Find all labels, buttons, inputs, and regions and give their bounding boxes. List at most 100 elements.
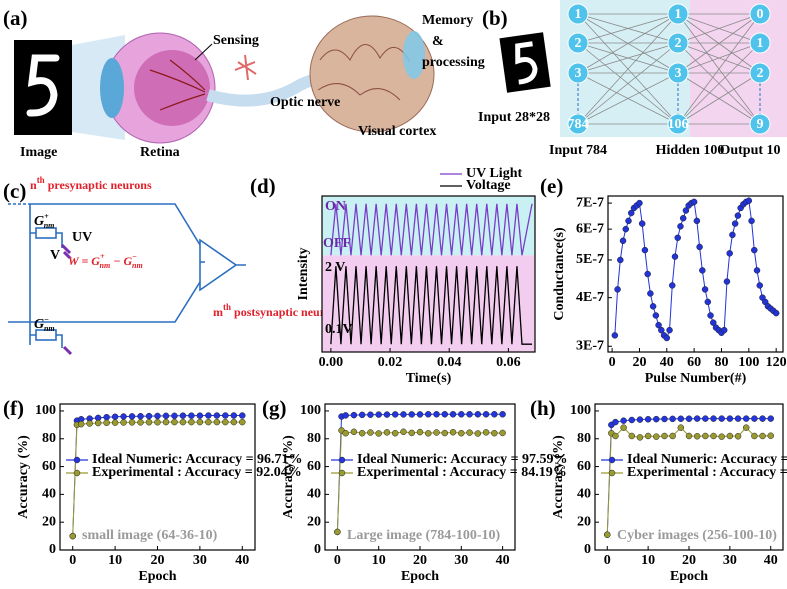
marker [239,418,246,426]
connection [677,42,761,125]
y-axis-label: Accuracy (%) [16,435,31,519]
marker [644,416,652,423]
marker [171,412,178,420]
series-line [72,421,243,537]
node-label: 106 [668,117,689,132]
node-label: 9 [757,117,764,132]
marker [767,415,774,422]
x-tick-label: 0 [604,553,611,568]
marker [367,411,374,418]
node-label: 2 [575,36,582,51]
marker [358,429,366,437]
connection [677,13,761,44]
digit-image [14,40,72,135]
label: Optic nerve [270,95,340,110]
x-axis-label: Epoch [670,569,708,584]
marker [188,412,195,419]
marker [350,411,358,419]
marker [653,415,660,423]
y-tick-label: 80 [307,431,321,446]
t: presynaptic neurons [45,178,152,192]
frame [607,195,784,353]
marker [734,433,742,440]
marker [628,416,636,424]
marker [416,411,424,418]
y-axis-label: Accuracy (%) [281,435,296,519]
marker [772,309,780,317]
panel-label: (g) [262,396,287,420]
marker [162,418,170,426]
marker [767,432,774,439]
x-tick-label: 0.06 [496,355,521,370]
connection [577,13,679,44]
marker [726,415,734,422]
marker [702,415,709,422]
marker [230,412,238,419]
connection [677,42,761,74]
marker [625,217,632,225]
marker [661,432,668,440]
marker [86,420,93,427]
legend-marker [338,469,346,477]
marker [162,412,170,420]
legend-label: Experimental : Accuracy = 82.22% [627,465,787,480]
node-label: 3 [675,66,682,81]
marker [644,432,652,440]
x-tick-label: 0 [69,553,76,568]
label: & [432,34,444,49]
node-label: 784 [568,117,589,132]
marker [710,319,717,326]
x-tick-label: 40 [235,553,249,568]
node [749,113,771,135]
marker [614,286,621,293]
t: G [34,317,44,332]
t: nm [100,261,111,270]
connection [577,42,679,74]
x-tick-label: 30 [454,553,468,568]
y-tick-label: 100 [300,403,321,418]
marker [433,429,440,436]
marker [350,428,358,436]
marker [612,418,619,426]
x-axis-label: Time(s) [406,371,452,386]
t: m [213,305,223,319]
panel-c: (c) nth presynaptic neurons G+ nm G− nm UV… [3,175,342,356]
annotation: ON [325,199,346,214]
series-line [330,203,533,256]
x-tick-label: 0.02 [378,355,403,370]
legend-marker [73,456,81,464]
layer-label: Hidden 100 [656,143,725,158]
series-line [72,415,243,537]
t: postsynaptic neurons [231,305,342,319]
label: G− nm [34,315,55,333]
legend-label: Voltage [466,178,511,193]
marker [720,326,728,334]
visual-area [403,31,425,79]
marker [636,199,643,207]
annotation: Large image (784-100-10) [347,528,501,543]
marker [663,334,671,342]
annotation: 0.1V [325,322,353,337]
marker [693,415,701,422]
t: + [44,212,49,221]
label: Sensing [213,33,259,48]
marker [647,290,654,297]
connection [577,42,679,125]
marker [726,250,733,257]
marker [620,417,627,424]
marker [748,217,755,225]
uv-arrow [60,243,73,356]
series-line [606,426,771,535]
chart: (f) 0 10 20 30 40 0 20 40 60 80 100 Epoch Accuracy (%… [3,396,303,584]
marker [213,418,221,426]
node [567,3,589,25]
marker [671,253,679,260]
y-tick-label: 40 [577,487,591,502]
annotation: Cyber images (256-100-10) [617,528,777,543]
marker [391,429,399,437]
marker [94,419,102,427]
marker [620,424,627,431]
legend-label: Experimental : Accuracy = 92.04% [92,465,302,480]
x-tick-label: 20 [632,355,646,370]
